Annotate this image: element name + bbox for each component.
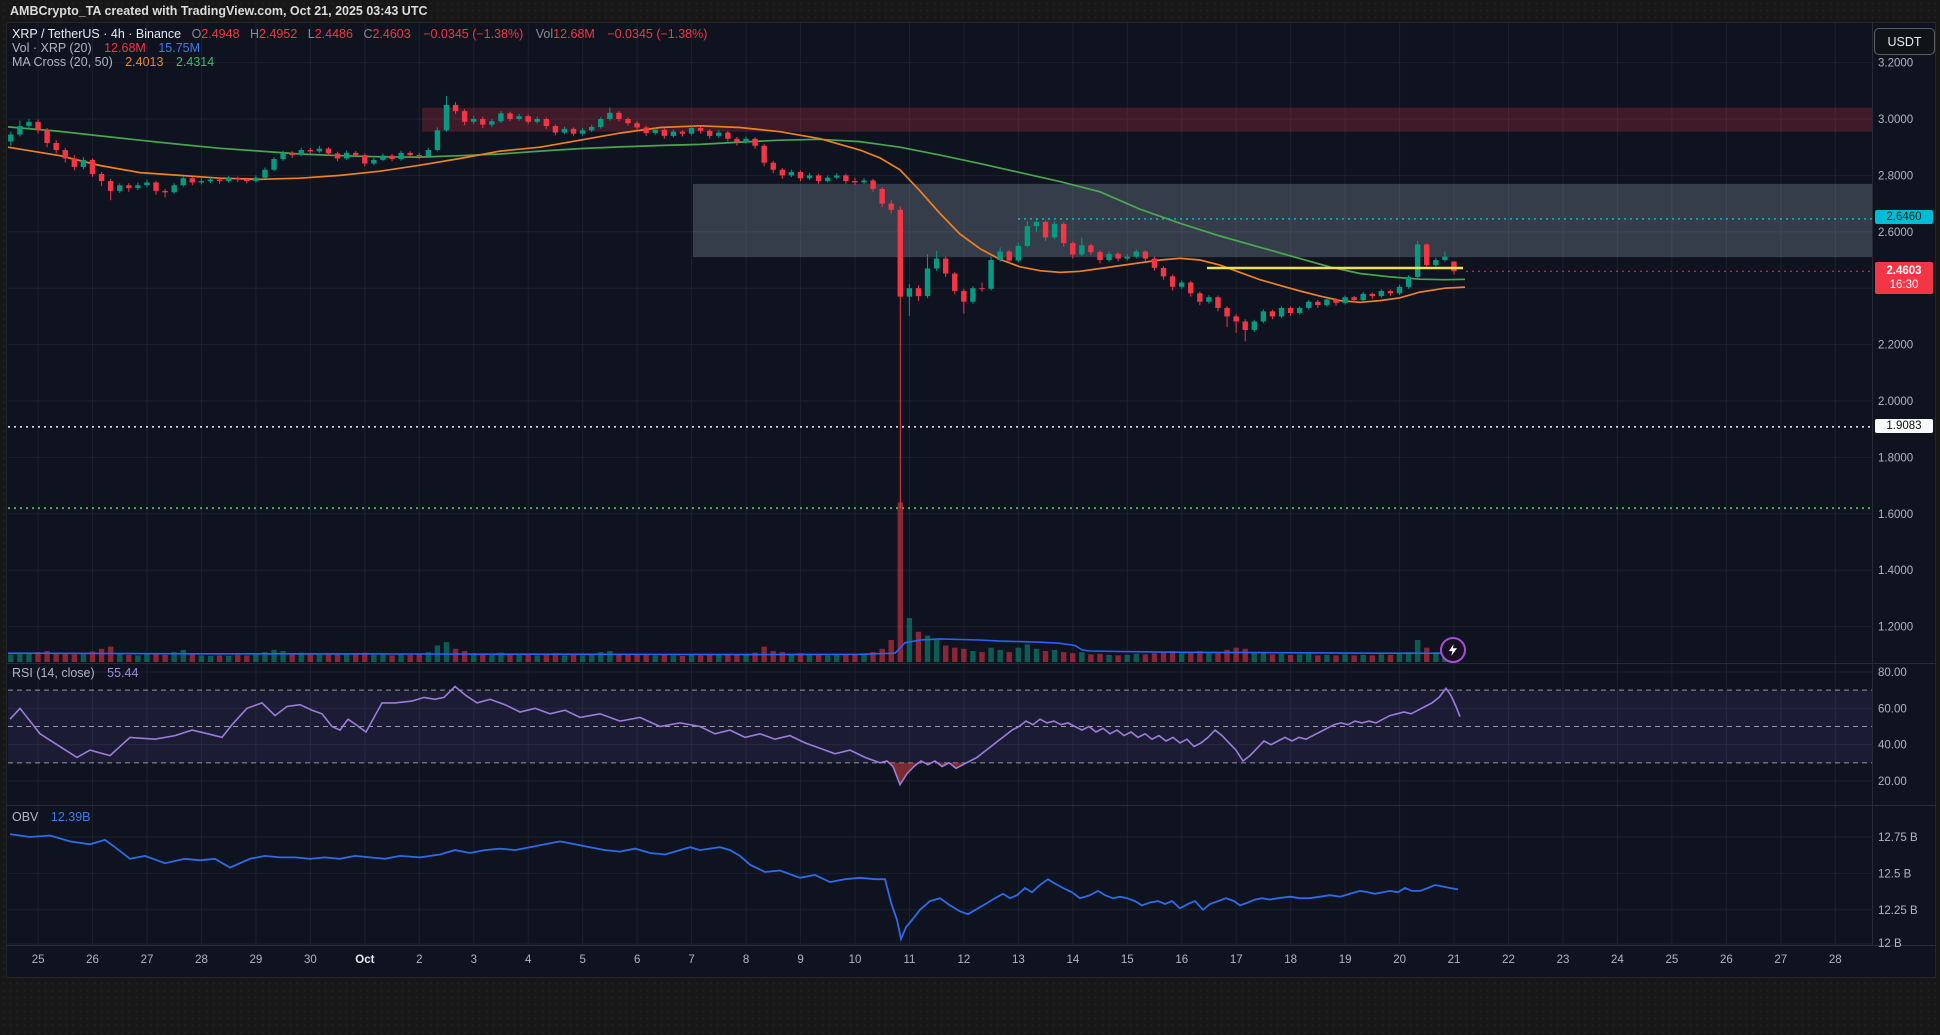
rsi-label[interactable]: RSI (14, close)	[12, 666, 95, 680]
volume-ma-value: 15.75M	[158, 41, 201, 55]
ma20-value: 2.4013	[125, 55, 164, 69]
footer-bar: TradingView	[0, 978, 1940, 1035]
symbol-legend-row[interactable]: XRP / TetherUS · 4h · Binance O2.4948 H2…	[12, 27, 707, 41]
currency-toggle-button[interactable]: USDT	[1874, 28, 1935, 55]
rsi-legend-row[interactable]: RSI (14, close) 55.44	[12, 666, 138, 680]
lightning-button[interactable]	[1440, 637, 1466, 663]
obv-value: 12.39B	[50, 810, 91, 824]
change-value: −0.0345 (−1.38%)	[423, 27, 524, 41]
obv-label[interactable]: OBV	[12, 810, 39, 824]
alert-price-label: 1.9083	[1875, 419, 1933, 433]
bar-countdown: 16:30	[1889, 279, 1919, 291]
cyan-price-label: 2.6460	[1875, 210, 1933, 224]
volume-indicator-legend-row[interactable]: Vol · XRP (20) 12.68M 15.75M	[12, 41, 200, 55]
chart-attribution-title: AMBCrypto_TA created with TradingView.co…	[10, 4, 428, 18]
close-label: C	[363, 27, 373, 41]
ma-cross-legend-row[interactable]: MA Cross (20, 50) 2.4013 2.4314	[12, 55, 214, 69]
volume-indicator-label[interactable]: Vol · XRP (20)	[12, 41, 92, 55]
top-bar: AMBCrypto_TA created with TradingView.co…	[0, 0, 1940, 22]
lightning-icon	[1448, 644, 1458, 656]
ma50-value: 2.4314	[175, 55, 215, 69]
high-label: H	[250, 27, 260, 41]
currency-toggle-label: USDT	[1887, 34, 1922, 49]
volume-value: 12.68M	[553, 27, 595, 41]
last-price-value: 2.4603	[1886, 265, 1922, 277]
volume-label: Vol	[535, 27, 554, 41]
volume-indicator-value: 12.68M	[104, 41, 146, 55]
ma-cross-label[interactable]: MA Cross (20, 50)	[12, 55, 113, 69]
low-value: 2.4486	[314, 27, 353, 41]
rsi-value: 55.44	[107, 666, 139, 680]
low-label: L	[307, 27, 315, 41]
high-value: 2.4952	[259, 27, 298, 41]
symbol-title[interactable]: XRP / TetherUS · 4h · Binance	[12, 27, 182, 41]
open-label: O	[191, 27, 202, 41]
volume-change-value: −0.0345 (−1.38%)	[607, 27, 708, 41]
obv-legend-row[interactable]: OBV 12.39B	[12, 810, 91, 824]
open-value: 2.4948	[201, 27, 240, 41]
chart-window[interactable]	[6, 22, 1936, 978]
last-price-label: 2.4603 16:30	[1875, 262, 1933, 294]
close-value: 2.4603	[372, 27, 411, 41]
